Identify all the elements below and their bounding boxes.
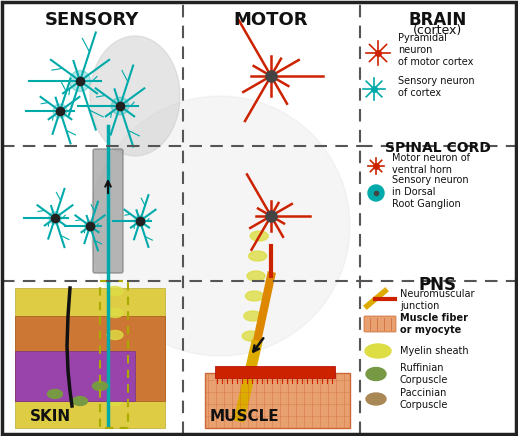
Ellipse shape	[107, 309, 123, 317]
Ellipse shape	[250, 231, 268, 241]
Text: (cortex): (cortex)	[413, 24, 463, 37]
Ellipse shape	[107, 375, 123, 384]
Ellipse shape	[366, 368, 386, 381]
Text: Ruffinian
Corpuscle: Ruffinian Corpuscle	[400, 363, 449, 385]
Ellipse shape	[107, 396, 123, 405]
Circle shape	[69, 71, 91, 92]
Ellipse shape	[48, 389, 63, 399]
Circle shape	[134, 215, 146, 227]
Ellipse shape	[246, 291, 263, 301]
Circle shape	[111, 97, 129, 115]
Bar	[205, 373, 350, 428]
FancyBboxPatch shape	[93, 149, 123, 273]
Text: Pyramidal
neuron
of motor cortex: Pyramidal neuron of motor cortex	[398, 34, 473, 67]
Text: SKIN: SKIN	[30, 409, 71, 424]
Ellipse shape	[365, 344, 391, 358]
Text: Motor neuron of
ventral horn: Motor neuron of ventral horn	[392, 153, 470, 175]
Bar	[15, 288, 165, 428]
Text: Sensory neuron
of cortex: Sensory neuron of cortex	[398, 76, 474, 98]
Bar	[215, 366, 335, 378]
Text: Neuromuscular
junction: Neuromuscular junction	[400, 289, 474, 311]
Ellipse shape	[366, 393, 386, 405]
Text: MOTOR: MOTOR	[234, 11, 308, 29]
Ellipse shape	[90, 36, 180, 156]
Text: Myelin sheath: Myelin sheath	[400, 346, 469, 356]
Circle shape	[368, 185, 384, 201]
Circle shape	[53, 104, 67, 118]
Ellipse shape	[249, 251, 267, 261]
Text: Paccinian
Corpuscle: Paccinian Corpuscle	[400, 388, 449, 410]
Ellipse shape	[73, 396, 88, 405]
Ellipse shape	[107, 352, 123, 361]
Text: BRAIN: BRAIN	[409, 11, 467, 29]
Bar	[15, 351, 135, 401]
Ellipse shape	[242, 331, 260, 341]
Text: MUSCLE: MUSCLE	[210, 409, 280, 424]
Text: Sensory neuron
in Dorsal
Root Ganglion: Sensory neuron in Dorsal Root Ganglion	[392, 175, 469, 208]
Ellipse shape	[93, 382, 108, 391]
Text: Muscle fiber
or myocyte: Muscle fiber or myocyte	[400, 313, 468, 335]
Ellipse shape	[244, 311, 262, 321]
Ellipse shape	[247, 271, 265, 281]
Circle shape	[90, 96, 350, 356]
Ellipse shape	[107, 330, 123, 340]
Text: PNS: PNS	[419, 276, 457, 294]
FancyBboxPatch shape	[364, 316, 396, 332]
Text: SPINAL CORD: SPINAL CORD	[385, 141, 491, 155]
Circle shape	[85, 221, 95, 231]
Text: SENSORY: SENSORY	[45, 11, 139, 29]
Ellipse shape	[107, 286, 123, 296]
Bar	[15, 316, 165, 401]
Circle shape	[49, 212, 61, 224]
